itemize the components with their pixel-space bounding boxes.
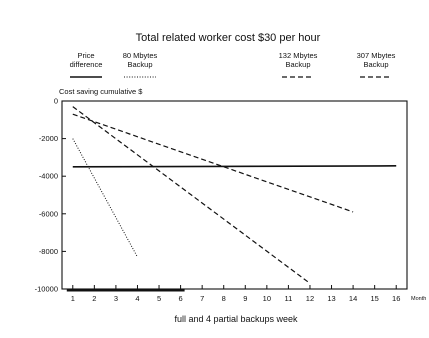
y-tick-label: -6000 <box>39 209 58 218</box>
x-axis-label: full and 4 partial backups week <box>174 314 298 324</box>
legend-label: Price <box>77 51 94 60</box>
y-axis: 0 -2000 -4000 -6000 -8000 -10000 <box>35 97 66 294</box>
legend-label: 132 Mbytes <box>279 51 318 60</box>
series-lines <box>72 106 397 284</box>
y-tick-label: -2000 <box>39 134 58 143</box>
series-line-1 <box>72 165 397 168</box>
series-line-3 <box>72 106 311 284</box>
x-tick-label: 3 <box>114 294 118 303</box>
x-tick-label: 6 <box>179 294 183 303</box>
legend-label: 307 Mbytes <box>357 51 396 60</box>
chart-title: Total related worker cost $30 per hour <box>136 32 321 44</box>
x-tick-label: 10 <box>263 294 271 303</box>
x-axis-units: Month <box>411 296 426 302</box>
x-tick-label: 12 <box>306 294 314 303</box>
x-tick-label: 13 <box>327 294 335 303</box>
legend-label: Backup <box>363 60 388 69</box>
legend-label: 80 Mbytes <box>123 51 158 60</box>
legend-label: difference <box>70 60 103 69</box>
y-tick-label: 0 <box>54 97 58 106</box>
x-tick-label: 14 <box>349 294 357 303</box>
x-tick-label: 4 <box>135 294 139 303</box>
y-tick-label: -4000 <box>39 172 58 181</box>
y-axis-label: Cost saving cumulative $ <box>59 87 143 96</box>
x-tick-label: 15 <box>370 294 378 303</box>
legend-label: Backup <box>127 60 152 69</box>
x-tick-label: 1 <box>71 294 75 303</box>
y-tick-label: -8000 <box>39 247 58 256</box>
x-tick-label: 11 <box>285 294 293 303</box>
series-line-2 <box>72 138 138 258</box>
x-tick-label: 8 <box>222 294 226 303</box>
y-tick-label: -10000 <box>35 285 58 294</box>
x-tick-label: 16 <box>392 294 400 303</box>
plot-frame <box>61 100 408 290</box>
x-tick-label: 2 <box>92 294 96 303</box>
x-tick-label: 9 <box>243 294 247 303</box>
legend-label: Backup <box>285 60 310 69</box>
x-tick-label: 7 <box>200 294 204 303</box>
series-line-4 <box>72 113 354 213</box>
x-axis: 1 2 3 4 5 6 7 8 9 10 11 12 13 14 15 16 <box>66 285 400 303</box>
x-tick-label: 5 <box>157 294 161 303</box>
